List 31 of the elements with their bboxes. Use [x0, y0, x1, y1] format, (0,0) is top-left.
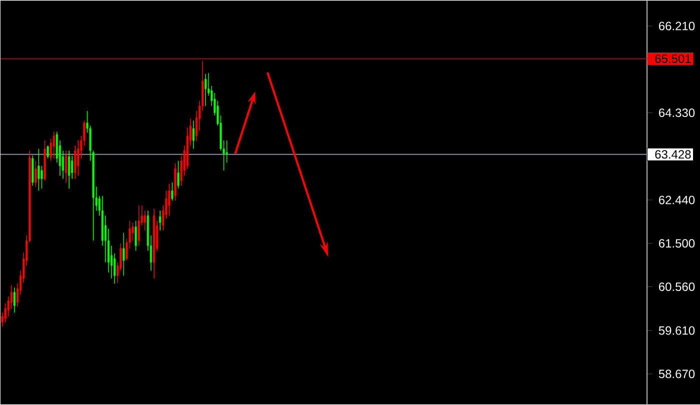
candlestick: [226, 140, 228, 163]
candlestick: [52, 131, 55, 159]
candlestick: [159, 210, 162, 231]
candlestick: [40, 165, 43, 189]
ref-line-label: 63.428: [655, 150, 691, 159]
y-tick-label: 64.330: [659, 108, 695, 118]
candlestick: [204, 74, 207, 106]
candlestick: [168, 183, 170, 216]
candlestick: [32, 155, 34, 186]
candlestick: [46, 145, 49, 159]
candlestick: [38, 148, 40, 192]
ref-line-label: 65.501: [655, 54, 691, 63]
candlestick: [77, 140, 80, 176]
y-tick-label: 60.560: [659, 282, 695, 291]
candlestick: [34, 160, 37, 187]
candlestick: [177, 160, 180, 189]
y-tick-label: 61.500: [659, 239, 695, 248]
candlestick: [122, 232, 125, 276]
y-tick-label: 62.440: [659, 196, 695, 204]
candlestick: [71, 155, 74, 180]
candlestick: [192, 120, 194, 150]
candlestick: [64, 150, 68, 183]
candlestick: [171, 182, 174, 201]
y-tick-label: 58.670: [658, 370, 695, 378]
candlestick: [138, 205, 140, 246]
y-tick-label: 66.210: [659, 22, 695, 30]
candlestick: [13, 287, 16, 313]
candlestick: [68, 150, 70, 189]
candlestick: [134, 220, 137, 252]
candlestick: [144, 210, 146, 231]
y-tick-label: 59.610: [658, 326, 695, 335]
